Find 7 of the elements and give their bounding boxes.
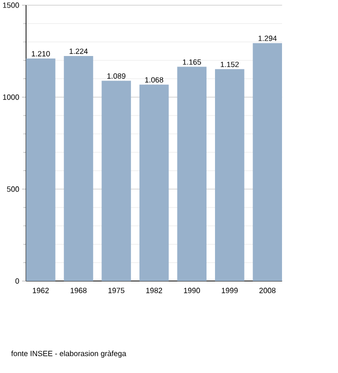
bar bbox=[26, 58, 56, 282]
bar bbox=[215, 69, 244, 282]
bar bbox=[140, 84, 169, 282]
bar bbox=[64, 56, 94, 282]
bar bbox=[177, 66, 207, 282]
bar bbox=[102, 80, 132, 282]
bar bbox=[252, 43, 282, 282]
